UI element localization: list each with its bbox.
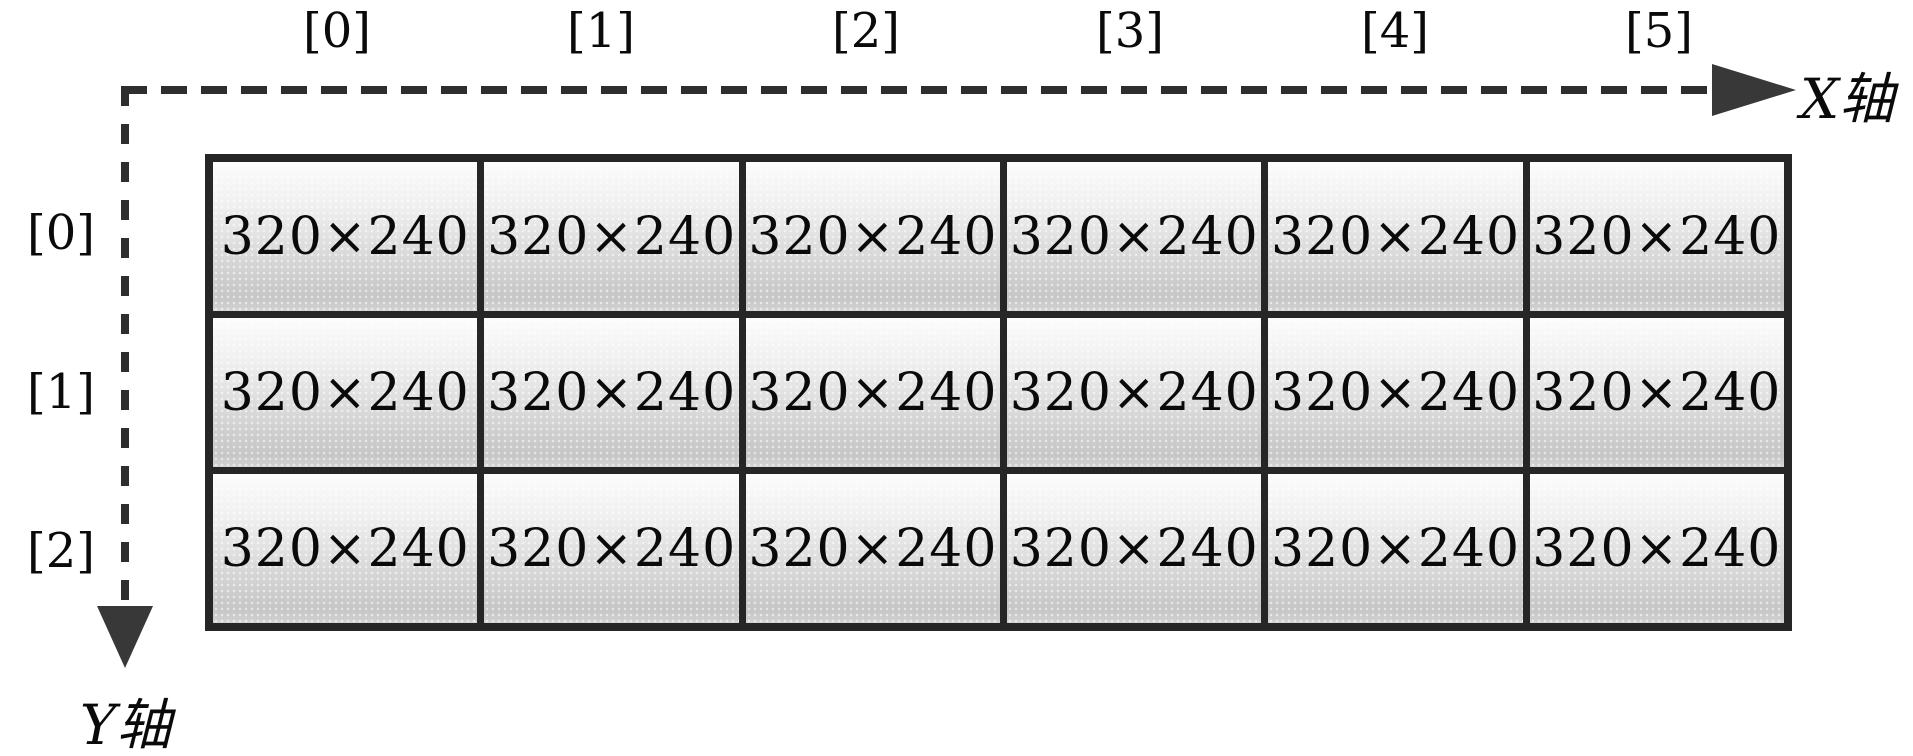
cell-resolution-label: 320×240 bbox=[1532, 206, 1782, 267]
y-axis-dashed-line bbox=[121, 86, 129, 608]
grid-cell-0-5: 320×240 bbox=[1529, 162, 1784, 311]
grid-cell-2-2: 320×240 bbox=[745, 474, 1001, 623]
cell-resolution-label: 320×240 bbox=[220, 362, 470, 423]
cell-resolution-label: 320×240 bbox=[1009, 518, 1259, 579]
grid-cell-1-0: 320×240 bbox=[213, 318, 478, 467]
x-axis-arrow-icon bbox=[1712, 64, 1796, 116]
y-axis-label: Y轴 bbox=[80, 693, 172, 756]
image-tile-grid: 320×240 320×240 320×240 320×240 320×240 … bbox=[205, 154, 1792, 631]
column-index-label-2: [2] bbox=[832, 3, 900, 59]
cell-resolution-label: 320×240 bbox=[1271, 206, 1521, 267]
grid-cell-1-1: 320×240 bbox=[484, 318, 739, 467]
column-index-label-3: [3] bbox=[1096, 3, 1164, 59]
cell-resolution-label: 320×240 bbox=[487, 518, 737, 579]
grid-cell-2-3: 320×240 bbox=[1007, 474, 1262, 623]
column-index-label-5: [5] bbox=[1625, 3, 1693, 59]
grid-cell-1-2: 320×240 bbox=[745, 318, 1001, 467]
grid-cell-0-2: 320×240 bbox=[745, 162, 1001, 311]
grid-cell-2-5: 320×240 bbox=[1529, 474, 1784, 623]
grid-cell-0-4: 320×240 bbox=[1268, 162, 1523, 311]
row-index-label-2: [2] bbox=[27, 523, 95, 579]
x-axis-label: X轴 bbox=[1800, 67, 1895, 131]
cell-resolution-label: 320×240 bbox=[1532, 362, 1782, 423]
cell-resolution-label: 320×240 bbox=[487, 206, 737, 267]
grid-cell-2-4: 320×240 bbox=[1268, 474, 1523, 623]
grid-cell-0-3: 320×240 bbox=[1007, 162, 1262, 311]
column-index-label-0: [0] bbox=[303, 3, 371, 59]
grid-cell-1-5: 320×240 bbox=[1529, 318, 1784, 467]
cell-resolution-label: 320×240 bbox=[1271, 362, 1521, 423]
cell-resolution-label: 320×240 bbox=[220, 518, 470, 579]
grid-cell-1-4: 320×240 bbox=[1268, 318, 1523, 467]
cell-resolution-label: 320×240 bbox=[748, 362, 998, 423]
cell-resolution-label: 320×240 bbox=[1009, 362, 1259, 423]
grid-cell-2-0: 320×240 bbox=[213, 474, 478, 623]
grid-cell-0-0: 320×240 bbox=[213, 162, 478, 311]
cell-resolution-label: 320×240 bbox=[1532, 518, 1782, 579]
grid-cell-1-3: 320×240 bbox=[1007, 318, 1262, 467]
cell-resolution-label: 320×240 bbox=[748, 206, 998, 267]
x-axis-dashed-line bbox=[121, 86, 1712, 94]
grid-cell-2-1: 320×240 bbox=[484, 474, 739, 623]
row-index-label-1: [1] bbox=[27, 364, 95, 420]
grid-cell-0-1: 320×240 bbox=[484, 162, 739, 311]
cell-resolution-label: 320×240 bbox=[220, 206, 470, 267]
column-index-label-1: [1] bbox=[567, 3, 635, 59]
cell-resolution-label: 320×240 bbox=[1271, 518, 1521, 579]
cell-resolution-label: 320×240 bbox=[487, 362, 737, 423]
row-index-label-0: [0] bbox=[27, 205, 95, 261]
cell-resolution-label: 320×240 bbox=[1009, 206, 1259, 267]
column-index-label-4: [4] bbox=[1361, 3, 1429, 59]
y-axis-arrow-icon bbox=[97, 606, 153, 668]
cell-resolution-label: 320×240 bbox=[748, 518, 998, 579]
